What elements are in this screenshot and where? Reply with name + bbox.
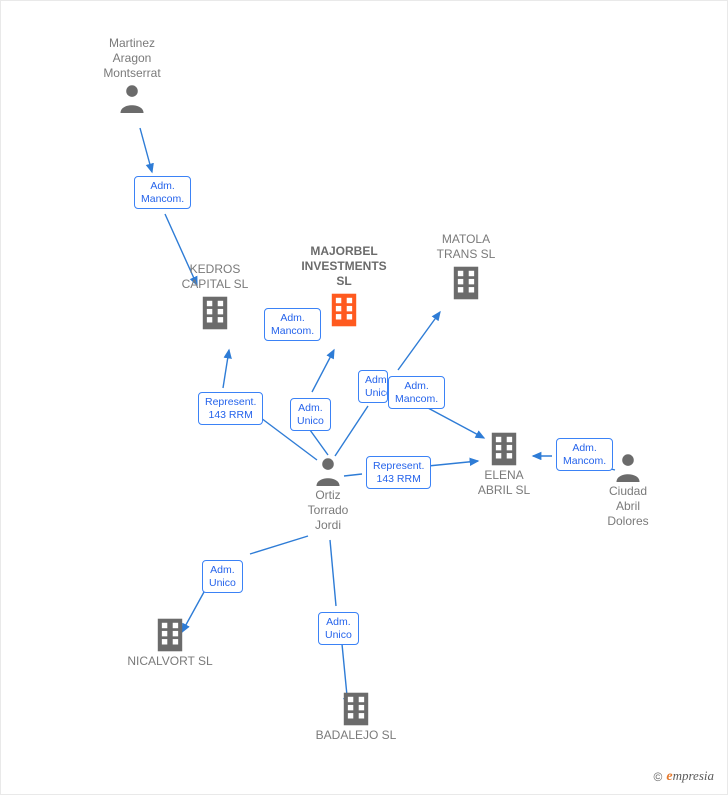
node-building-nicalvort[interactable]: NICALVORT SL (110, 616, 230, 671)
building-icon (406, 264, 526, 302)
node-label: CiudadAbrilDolores (568, 484, 688, 529)
building-icon (296, 690, 416, 728)
building-icon (444, 430, 564, 468)
person-icon (268, 456, 388, 486)
edge (335, 406, 368, 456)
person-icon (72, 83, 192, 113)
copyright-footer: © empresia (654, 768, 714, 785)
edge-label: Represent.143 RRM (198, 392, 263, 425)
edge (310, 430, 328, 455)
node-label: MartinezAragonMontserrat (72, 36, 192, 81)
building-icon (110, 616, 230, 654)
node-building-kedros[interactable]: KEDROSCAPITAL SL (155, 262, 275, 332)
edge-label: Adm.Unico (290, 398, 331, 431)
node-label: KEDROSCAPITAL SL (155, 262, 275, 292)
building-icon (284, 291, 404, 329)
node-label: OrtizTorradoJordi (268, 488, 388, 533)
node-person-ciudad[interactable]: CiudadAbrilDolores (568, 452, 688, 531)
edge-label: Adm.Mancom. (134, 176, 191, 209)
node-label: MAJORBELINVESTMENTSSL (284, 244, 404, 289)
edge (140, 128, 152, 172)
edge-label: Adm.Unico (318, 612, 359, 645)
node-building-badalejo[interactable]: BADALEJO SL (296, 690, 416, 745)
node-building-matola[interactable]: MATOLATRANS SL (406, 232, 526, 302)
edge-label: Adm.Mancom. (388, 376, 445, 409)
node-building-elena[interactable]: ELENAABRIL SL (444, 430, 564, 500)
edge (223, 350, 229, 388)
node-building-majorbel[interactable]: MAJORBELINVESTMENTSSL (284, 244, 404, 329)
edge (398, 312, 440, 370)
person-icon (568, 452, 688, 482)
edge (250, 536, 308, 554)
building-icon (155, 294, 275, 332)
edge-label: Adm.Unico (358, 370, 388, 403)
edge (330, 540, 336, 606)
edge (312, 350, 334, 392)
brand-rest: mpresia (673, 768, 714, 783)
edge-label: Adm.Unico (202, 560, 243, 593)
node-label: BADALEJO SL (296, 728, 416, 743)
copyright-symbol: © (654, 770, 663, 784)
node-label: ELENAABRIL SL (444, 468, 564, 498)
diagram-canvas: Adm.Mancom. Adm.Mancom. Represent.143 RR… (0, 0, 728, 795)
node-person-ortiz[interactable]: OrtizTorradoJordi (268, 456, 388, 535)
node-person-martinez[interactable]: MartinezAragonMontserrat (72, 34, 192, 113)
node-label: MATOLATRANS SL (406, 232, 526, 262)
node-label: NICALVORT SL (110, 654, 230, 669)
